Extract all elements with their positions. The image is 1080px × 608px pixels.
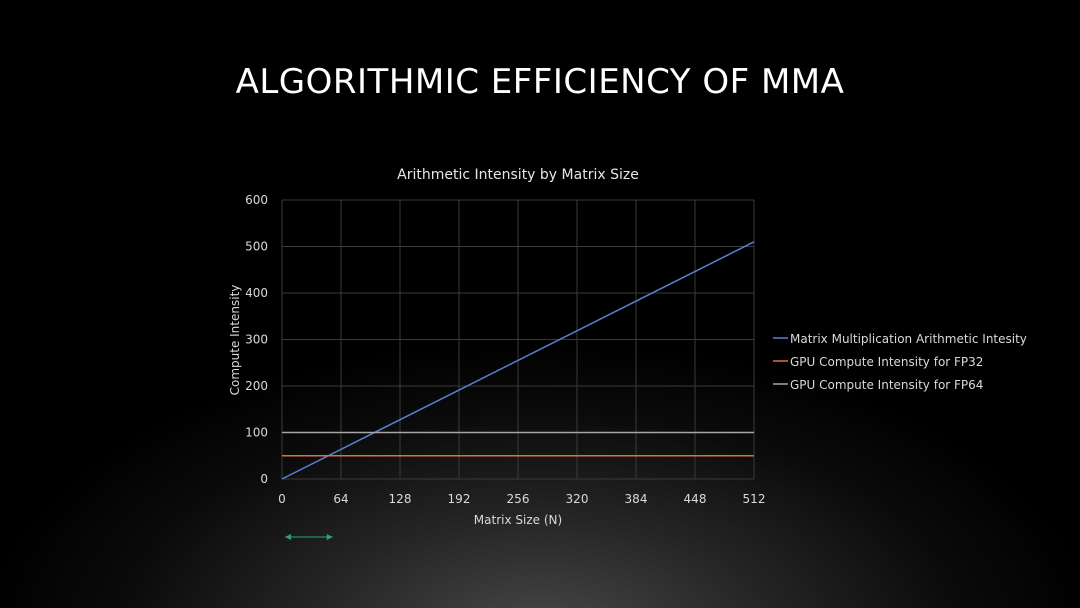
- y-tick-label: 500: [245, 240, 268, 254]
- y-tick-label: 100: [245, 426, 268, 440]
- x-tick-label: 192: [448, 492, 471, 506]
- legend-label: GPU Compute Intensity for FP32: [790, 355, 983, 369]
- y-tick-label: 200: [245, 379, 268, 393]
- x-axis-label: Matrix Size (N): [474, 513, 562, 527]
- slide-title: ALGORITHMIC EFFICIENCY OF MMA: [235, 62, 845, 102]
- x-tick-label: 384: [625, 492, 648, 506]
- annotation-arrow-head-left: [285, 534, 291, 540]
- chart-title: Arithmetic Intensity by Matrix Size: [397, 167, 639, 183]
- legend-label: GPU Compute Intensity for FP64: [790, 378, 983, 392]
- y-axis-label: Compute Intensity: [228, 285, 242, 396]
- legend-label: Matrix Multiplication Arithmetic Intesit…: [790, 332, 1027, 346]
- x-tick-label: 128: [389, 492, 412, 506]
- series-line-1: [281, 241, 755, 480]
- y-tick-label: 0: [260, 472, 268, 486]
- x-tick-label: 320: [566, 492, 589, 506]
- y-tick-label: 600: [245, 193, 268, 207]
- x-tick-label: 448: [684, 492, 707, 506]
- y-tick-label: 400: [245, 286, 268, 300]
- x-tick-label: 256: [507, 492, 530, 506]
- y-tick-label: 300: [245, 333, 268, 347]
- annotation-arrow-head-right: [326, 534, 333, 540]
- x-tick-label: 64: [333, 492, 348, 506]
- x-tick-label: 0: [278, 492, 286, 506]
- x-tick-label: 512: [743, 492, 766, 506]
